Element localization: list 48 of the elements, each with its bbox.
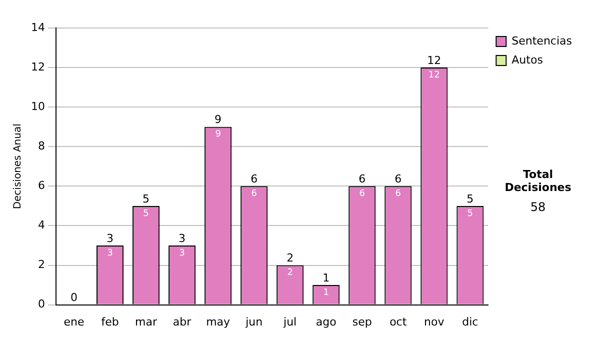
y-tick-label: 2 [38, 258, 45, 272]
total-label: 5 [466, 192, 474, 206]
x-tick-label: ene [64, 315, 84, 328]
data-label: 5 [143, 208, 149, 219]
y-axis-title: Decisiones Anual [12, 124, 24, 210]
data-label: 3 [179, 248, 185, 258]
x-tick-label: feb [101, 315, 119, 328]
x-tick-label: may [206, 315, 231, 328]
x-tick-label: dic [462, 315, 478, 328]
x-tick-label: abr [172, 315, 192, 328]
data-label: 3 [107, 248, 113, 258]
x-tick-label: nov [424, 315, 445, 328]
x-tick-label: sep [352, 315, 372, 328]
x-tick-label: mar [135, 315, 158, 328]
y-tick-label: 12 [30, 60, 45, 74]
y-tick-label: 14 [30, 20, 45, 34]
data-label: 2 [287, 268, 293, 278]
data-label: 6 [395, 189, 402, 200]
data-label: 12 [428, 70, 440, 80]
total-label: 3 [178, 232, 186, 245]
total-label: 12 [427, 54, 442, 67]
x-tick-label: oct [390, 315, 408, 328]
legend-label: Sentencias [512, 34, 572, 48]
data-label: 9 [215, 130, 222, 140]
legend-label: Autos [512, 53, 544, 66]
total-label: 2 [286, 252, 294, 265]
y-tick-label: 0 [38, 298, 45, 311]
x-tick-label: ago [316, 315, 337, 328]
y-tick-label: 4 [38, 218, 45, 232]
total-label: 6 [358, 172, 366, 186]
total-label: 5 [142, 192, 150, 206]
y-tick-label: 8 [38, 139, 45, 152]
text: Total Decisiones [504, 168, 572, 194]
x-tick-label: jun [244, 315, 263, 328]
data-label: 5 [467, 208, 474, 219]
y-tick-label: 10 [30, 100, 45, 113]
total-label: 9 [214, 113, 222, 126]
total-label: 6 [250, 172, 258, 186]
total-label: 1 [322, 271, 330, 284]
data-label: 6 [251, 189, 258, 200]
text: 58 [529, 200, 547, 214]
total-label: 6 [394, 172, 402, 186]
x-tick-label: jul [282, 315, 297, 328]
data-label: 6 [359, 189, 366, 200]
total-label: 3 [106, 232, 114, 245]
y-tick-label: 6 [38, 179, 45, 192]
data-label: 1 [323, 288, 329, 298]
total-label: 0 [70, 291, 78, 304]
